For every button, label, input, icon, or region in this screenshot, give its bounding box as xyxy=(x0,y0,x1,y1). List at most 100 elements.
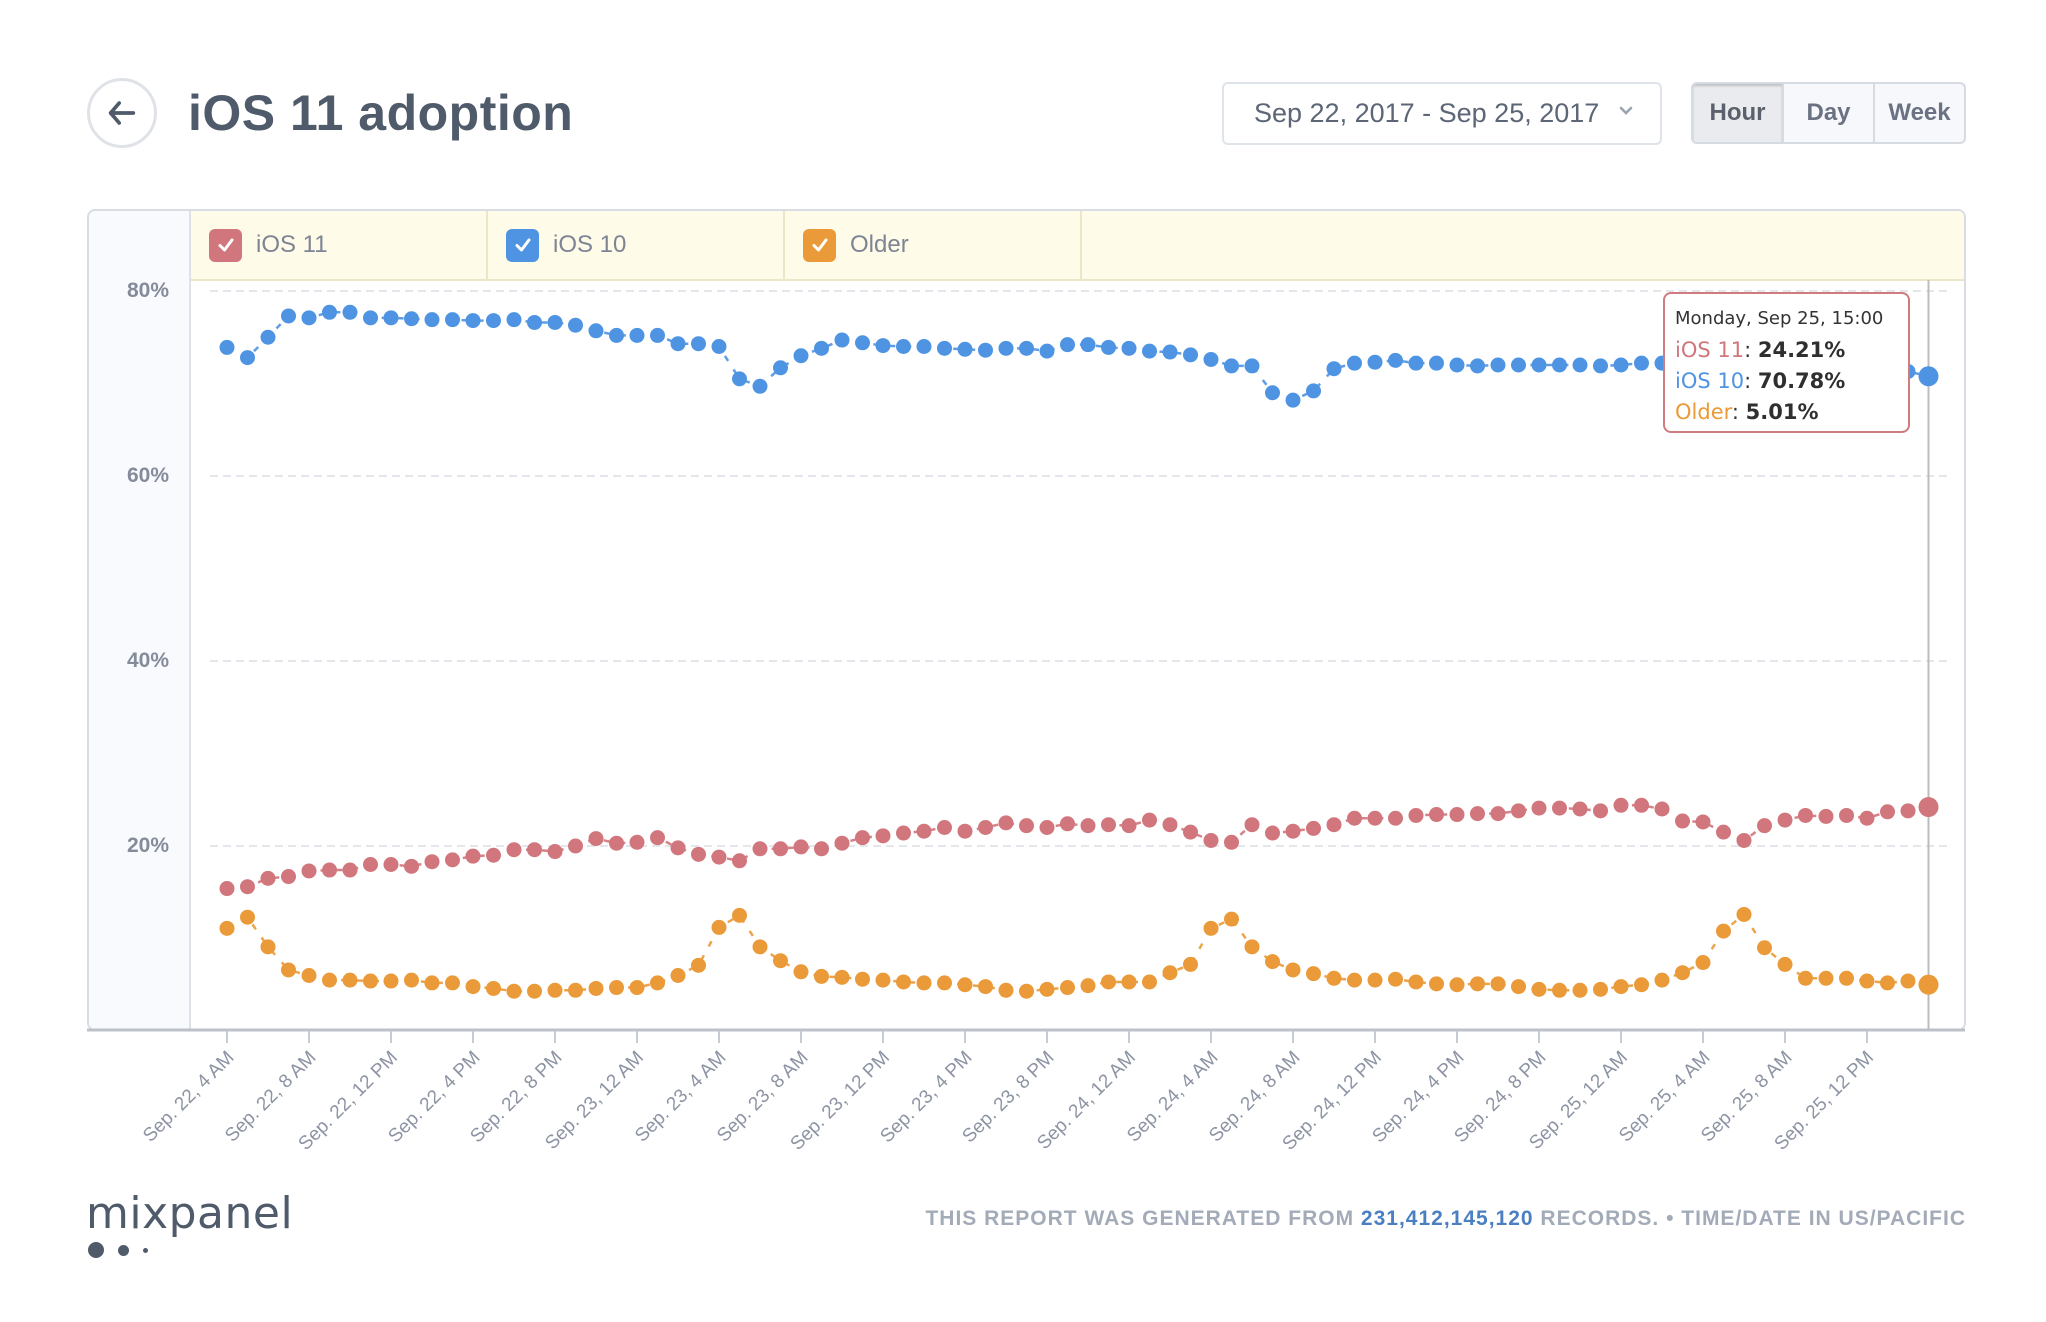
data-point-older xyxy=(1675,965,1690,981)
back-button[interactable] xyxy=(87,78,157,148)
data-point-ios-10 xyxy=(1572,357,1588,373)
data-point-older xyxy=(1695,955,1711,971)
data-point-older xyxy=(568,982,583,998)
data-point-ios-10 xyxy=(383,310,399,326)
checkbox-checked-icon[interactable] xyxy=(209,228,242,262)
data-point-older xyxy=(1142,974,1157,990)
data-point-ios-11 xyxy=(1388,810,1403,826)
data-point-ios-11 xyxy=(1244,817,1260,833)
data-point-ios-11 xyxy=(609,835,624,851)
data-point-older xyxy=(957,977,973,993)
data-point-ios-11 xyxy=(1839,807,1854,823)
legend-label: Older xyxy=(850,231,909,258)
series-line-older xyxy=(226,912,1929,993)
data-point-older xyxy=(1388,971,1403,987)
data-point-ios-10 xyxy=(629,327,645,343)
data-point-ios-10 xyxy=(1019,340,1034,356)
data-point-ios-10 xyxy=(1347,355,1362,371)
tooltip-date: Monday, Sep 25, 15:00 xyxy=(1675,308,1884,329)
data-point-ios-11 xyxy=(1918,797,1939,818)
data-point-older xyxy=(1265,954,1280,970)
data-point-ios-10 xyxy=(670,336,686,352)
data-point-older xyxy=(1019,983,1034,999)
data-point-older xyxy=(855,971,870,987)
data-point-ios-10 xyxy=(875,338,891,354)
data-point-older xyxy=(527,983,542,999)
data-point-ios-11 xyxy=(1613,797,1629,813)
data-point-ios-10 xyxy=(916,339,932,354)
data-point-ios-10 xyxy=(1918,366,1939,387)
data-point-older xyxy=(1285,962,1301,978)
data-point-ios-11 xyxy=(650,830,665,846)
data-point-older xyxy=(834,969,850,985)
data-point-ios-10 xyxy=(527,314,542,330)
arrow-left-icon xyxy=(108,101,136,125)
checkbox-checked-icon[interactable] xyxy=(506,228,539,262)
mixpanel-logo[interactable]: mixpanel xyxy=(86,1190,293,1258)
data-point-ios-10 xyxy=(711,339,727,354)
data-point-older xyxy=(711,919,727,935)
data-point-ios-11 xyxy=(732,853,747,869)
data-point-ios-10 xyxy=(1490,357,1506,373)
data-point-ios-11 xyxy=(691,846,706,862)
legend-item-ios10[interactable]: iOS 10 xyxy=(488,211,785,279)
data-point-ios-11 xyxy=(219,881,235,897)
data-point-older xyxy=(1224,911,1239,927)
legend-item-ios11[interactable]: iOS 11 xyxy=(191,211,488,279)
data-point-ios-11 xyxy=(1326,817,1342,833)
granularity-hour-button[interactable]: Hour xyxy=(1693,84,1782,142)
date-range-picker[interactable]: Sep 22, 2017 - Sep 25, 2017 xyxy=(1222,82,1662,145)
data-point-older xyxy=(1039,981,1055,997)
data-point-older xyxy=(1654,972,1670,988)
granularity-day-button[interactable]: Day xyxy=(1782,84,1873,142)
data-point-older xyxy=(1798,970,1813,986)
data-point-ios-11 xyxy=(1716,824,1731,840)
data-point-older xyxy=(506,983,522,999)
data-point-ios-11 xyxy=(1203,832,1219,848)
y-tick-label: 80% xyxy=(126,279,169,302)
checkbox-checked-icon[interactable] xyxy=(803,228,836,262)
data-point-ios-10 xyxy=(240,350,255,366)
granularity-toggle: Hour Day Week xyxy=(1691,82,1966,144)
data-point-ios-10 xyxy=(937,340,952,356)
data-point-ios-11 xyxy=(1449,807,1465,823)
data-point-older xyxy=(219,920,235,936)
data-point-ios-11 xyxy=(1429,807,1444,823)
data-point-ios-11 xyxy=(1798,807,1813,823)
data-point-ios-11 xyxy=(1224,834,1239,850)
data-point-ios-10 xyxy=(1326,361,1342,377)
data-point-ios-11 xyxy=(1757,818,1772,834)
data-point-ios-11 xyxy=(383,857,399,872)
footer-prefix: THIS REPORT WAS GENERATED FROM xyxy=(925,1207,1361,1230)
data-point-older xyxy=(1408,974,1424,990)
legend-label: iOS 10 xyxy=(553,231,627,258)
data-point-ios-10 xyxy=(1101,339,1116,355)
data-point-ios-10 xyxy=(1531,357,1547,373)
data-point-ios-11 xyxy=(1162,817,1178,833)
page-title: iOS 11 adoption xyxy=(188,85,574,141)
data-point-ios-11 xyxy=(527,842,542,858)
data-point-ios-11 xyxy=(1367,810,1383,826)
data-point-ios-11 xyxy=(1859,810,1875,826)
data-point-ios-11 xyxy=(1019,818,1034,834)
data-point-ios-10 xyxy=(998,340,1014,356)
data-point-ios-10 xyxy=(691,336,706,352)
footer-suffix: RECORDS. • TIME/DATE IN US/PACIFIC xyxy=(1533,1207,1966,1230)
granularity-week-button[interactable]: Week xyxy=(1873,84,1964,142)
data-point-ios-11 xyxy=(1408,807,1424,823)
data-point-older xyxy=(342,972,358,988)
data-point-ios-11 xyxy=(322,862,337,878)
data-point-ios-11 xyxy=(1285,823,1301,839)
chart-card: iOS 11 iOS 10 Older xyxy=(87,209,1966,1031)
data-point-older xyxy=(1757,940,1772,956)
data-point-ios-10 xyxy=(957,341,973,357)
data-point-ios-11 xyxy=(568,838,583,854)
data-point-ios-11 xyxy=(814,841,829,857)
legend-item-older[interactable]: Older xyxy=(785,211,1082,279)
data-point-older xyxy=(1818,970,1834,986)
data-point-ios-10 xyxy=(855,335,870,351)
data-point-ios-10 xyxy=(445,312,460,328)
data-point-ios-11 xyxy=(240,879,255,895)
data-point-ios-11 xyxy=(711,849,727,865)
data-point-ios-11 xyxy=(916,823,932,839)
